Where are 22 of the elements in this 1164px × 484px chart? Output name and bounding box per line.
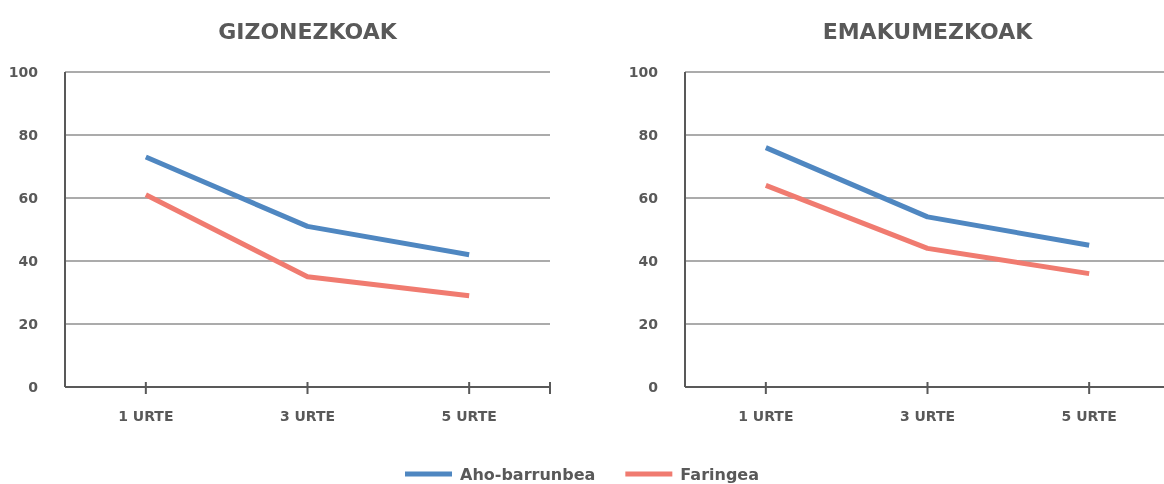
x-tick-label: 5 URTE: [441, 408, 497, 424]
y-tick-label: 60: [18, 190, 39, 206]
y-tick-label: 80: [638, 127, 659, 143]
y-tick-label: 40: [638, 253, 659, 269]
chart-title: EMAKUMEZKOAK: [822, 19, 1034, 44]
y-tick-label: 100: [628, 64, 659, 80]
y-tick-label: 60: [638, 190, 659, 206]
y-tick-label: 20: [638, 316, 659, 332]
y-tick-label: 20: [18, 316, 39, 332]
legend-label: Aho-barrunbea: [460, 465, 596, 484]
x-tick-label: 3 URTE: [279, 408, 336, 424]
x-tick-label: 3 URTE: [899, 408, 956, 424]
y-tick-label: 0: [648, 379, 659, 395]
chart-title: GIZONEZKOAK: [218, 19, 398, 44]
x-tick-label: 5 URTE: [1061, 408, 1117, 424]
y-tick-label: 100: [8, 64, 39, 80]
y-tick-label: 40: [18, 253, 39, 269]
x-tick-label: 1 URTE: [738, 408, 794, 424]
y-tick-label: 0: [28, 379, 39, 395]
y-tick-label: 80: [18, 127, 39, 143]
legend-label: Faringea: [680, 465, 759, 484]
x-tick-label: 1 URTE: [118, 408, 174, 424]
